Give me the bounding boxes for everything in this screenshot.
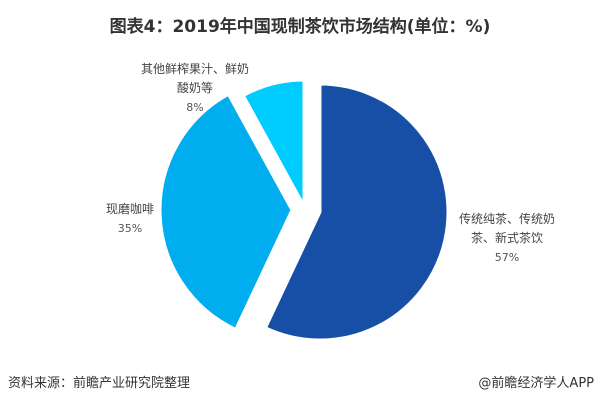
slice-label-other: 其他鲜榨果汁、鲜奶酸奶等 8% (140, 60, 250, 117)
slice-label-text: 传统纯茶、传统奶茶、新式茶饮 (458, 212, 555, 245)
slice-value-label: 8% (186, 101, 204, 114)
slice-label-coffee: 现磨咖啡 35% (100, 200, 160, 238)
credit-note: @前瞻经济学人APP (478, 376, 594, 391)
slice-value-label: 57% (494, 251, 520, 264)
slice-value-label: 35% (117, 222, 143, 235)
pie-slice-other (241, 78, 306, 207)
pie-slice-coffee (158, 92, 294, 332)
slice-label-text: 其他鲜榨果汁、鲜奶酸奶等 (140, 62, 249, 95)
chart-title: 图表4：2019年中国现制茶饮市场结构(单位：%) (109, 17, 491, 37)
source-note: 资料来源：前瞻产业研究院整理 (8, 376, 191, 391)
pie-slice-tea (263, 82, 450, 342)
slice-label-text: 现磨咖啡 (105, 202, 154, 216)
slice-label-tea: 传统纯茶、传统奶茶、新式茶饮 57% (452, 210, 562, 267)
